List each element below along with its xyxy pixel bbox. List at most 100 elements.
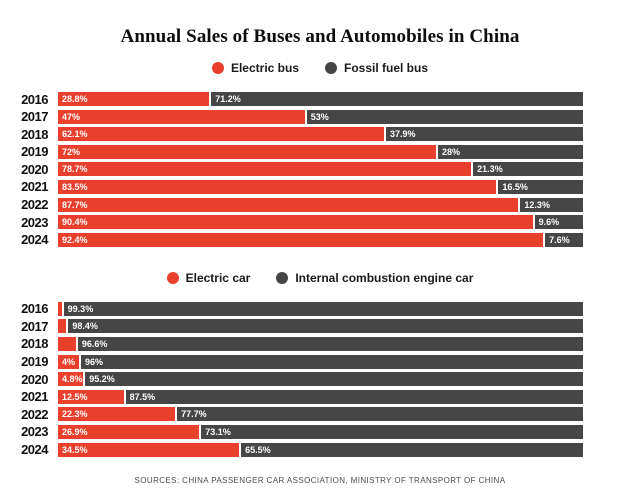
electric-segment: 34.5% — [58, 442, 240, 457]
value-label: 53% — [310, 111, 329, 122]
value-label: 34.5% — [62, 444, 88, 455]
bar-row: 2021 83.5% 16.5% — [0, 179, 640, 195]
year-label: 2019 — [21, 144, 48, 160]
value-label: 99.3% — [67, 303, 94, 314]
stacked-bar: 62.1% 37.9% — [58, 127, 583, 142]
value-label: 37.9% — [390, 129, 416, 140]
bar-row: 2018 96.6% — [0, 336, 640, 351]
charts-container: Electric bus Fossil fuel bus 2016 28.8% 71.2… — [0, 61, 640, 457]
legend-item: Fossil fuel bus — [325, 61, 428, 75]
car-chart: Electric car Internal combustion engine c… — [0, 271, 640, 457]
electric-segment — [58, 336, 76, 351]
bar-row: 2019 72% 28% — [0, 144, 640, 160]
stacked-bar: 90.4% 9.6% — [58, 215, 583, 230]
value-label: 12.5% — [62, 391, 88, 402]
electric-segment: 90.4% — [58, 215, 533, 230]
year-label: 2018 — [21, 126, 48, 142]
bar-row: 2021 12.5% 87.5% — [0, 389, 640, 405]
bar-row: 2020 4.8% 95.2% — [0, 371, 640, 387]
fossil-segment: 9.6% — [532, 215, 583, 230]
bar-row: 2023 26.9% 73.1% — [0, 424, 640, 439]
value-label: 62.1% — [62, 129, 88, 140]
value-label: 87.7% — [62, 199, 88, 210]
electric-segment: 28.8% — [58, 92, 210, 106]
bar-row: 2022 22.3% 77.7% — [0, 407, 640, 422]
electric-segment: 83.5% — [58, 179, 497, 194]
electric-segment: 78.7% — [58, 162, 472, 177]
year-label: 2020 — [21, 161, 48, 177]
electric-segment: 72% — [58, 144, 436, 159]
fossil-segment: 99.3% — [61, 301, 583, 316]
fossil-segment: 96.6% — [75, 336, 583, 351]
car-chart-bars: 2016 99.3% 2017 98.4% 2018 96.6% 2019 4% 96% 2020… — [0, 301, 640, 457]
value-label: 21.3% — [477, 164, 503, 175]
year-label: 2016 — [21, 91, 48, 107]
fossil-segment: 53% — [304, 109, 583, 124]
legend-dot-icon — [166, 271, 179, 284]
bus-chart-bars: 2016 28.8% 71.2% 2017 47% 53% 2018 62.1% 37.9% 20… — [0, 92, 640, 247]
bar-row: 2023 90.4% 9.6% — [0, 214, 640, 230]
value-label: 65.5% — [245, 444, 271, 455]
value-label: 78.7% — [62, 164, 88, 175]
year-label: 2020 — [21, 371, 48, 387]
value-label: 98.4% — [72, 321, 98, 332]
fossil-segment: 73.1% — [199, 424, 583, 439]
bar-row: 2024 92.4% 7.6% — [0, 232, 640, 248]
electric-segment: 87.7% — [58, 197, 519, 212]
stacked-bar: 99.3% — [58, 301, 583, 316]
fossil-segment: 65.5% — [239, 442, 583, 457]
legend-label: Electric bus — [230, 61, 299, 75]
value-label: 9.6% — [538, 217, 560, 228]
bar-row: 2019 4% 96% — [0, 354, 640, 369]
electric-segment: 92.4% — [58, 232, 544, 247]
electric-segment: 4.8% — [58, 372, 84, 387]
legend-dot-icon — [325, 62, 337, 74]
year-label: 2023 — [21, 214, 48, 230]
stacked-bar: 98.4% — [58, 319, 583, 334]
stacked-bar: 34.5% 65.5% — [58, 442, 583, 457]
year-label: 2022 — [21, 197, 48, 213]
value-label: 95.2% — [89, 374, 115, 385]
legend-item: Internal combustion engine car — [276, 271, 473, 285]
stacked-bar: 78.7% 21.3% — [58, 162, 583, 177]
value-label: 87.5% — [129, 391, 156, 402]
value-label: 4.8% — [62, 374, 83, 385]
legend-item: Electric car — [166, 271, 250, 285]
stacked-bar: 12.5% 87.5% — [58, 389, 583, 404]
stacked-bar: 72% 28% — [58, 144, 583, 159]
legend-label: Fossil fuel bus — [344, 61, 429, 75]
legend-item: Electric bus — [211, 61, 299, 75]
bar-row: 2016 99.3% — [0, 301, 640, 316]
value-label: 4% — [62, 356, 76, 367]
electric-segment — [58, 301, 62, 316]
value-label: 73.1% — [205, 426, 231, 437]
bar-row: 2022 87.7% 12.3% — [0, 197, 640, 213]
year-label: 2024 — [21, 232, 48, 248]
value-label: 83.5% — [62, 181, 88, 192]
fossil-segment: 98.4% — [66, 319, 583, 334]
page-title: Annual Sales of Buses and Automobiles in… — [120, 26, 520, 47]
fossil-segment: 16.5% — [496, 179, 583, 194]
bus-chart: Electric bus Fossil fuel bus 2016 28.8% 71.2… — [0, 61, 640, 247]
stacked-bar: 4% 96% — [58, 354, 583, 369]
value-label: 92.4% — [62, 234, 88, 245]
stacked-bar: 28.8% 71.2% — [58, 92, 583, 106]
electric-segment: 12.5% — [58, 389, 124, 404]
value-label: 26.9% — [62, 426, 88, 437]
value-label: 72% — [62, 146, 81, 157]
stacked-bar: 22.3% 77.7% — [58, 407, 583, 422]
value-label: 71.2% — [215, 94, 241, 104]
legend-dot-icon — [276, 271, 289, 284]
value-label: 22.3% — [62, 409, 88, 420]
stacked-bar: 26.9% 73.1% — [58, 424, 583, 439]
year-label: 2021 — [21, 389, 48, 405]
year-label: 2024 — [21, 442, 48, 457]
bar-row: 2017 98.4% — [0, 319, 640, 334]
legend-label: Internal combustion engine car — [295, 270, 474, 285]
year-label: 2021 — [21, 179, 48, 195]
value-label: 90.4% — [62, 217, 88, 228]
electric-segment: 4% — [58, 354, 79, 369]
fossil-segment: 87.5% — [123, 389, 583, 404]
bar-row: 2020 78.7% 21.3% — [0, 161, 640, 177]
